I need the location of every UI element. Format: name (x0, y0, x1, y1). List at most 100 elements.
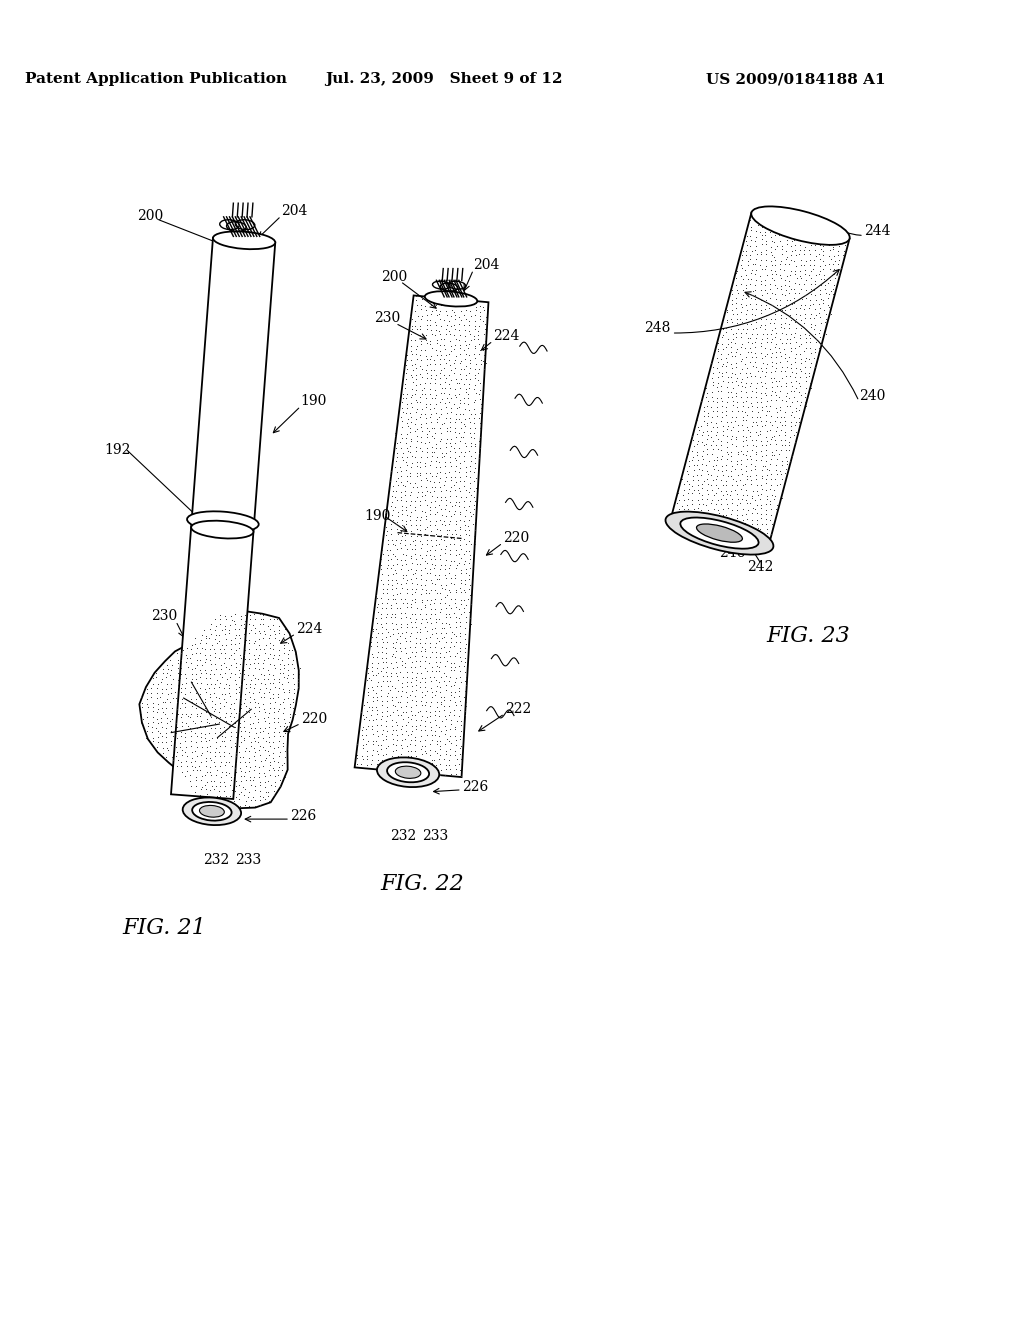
Point (690, 470, 707, 491)
Point (393, 424, 410, 445)
Point (419, 706, 435, 727)
Point (773, 407, 790, 428)
Point (139, 693, 156, 714)
Point (777, 215, 794, 236)
Point (457, 550, 473, 572)
Point (422, 562, 438, 583)
Point (169, 717, 185, 738)
Text: 204: 204 (282, 205, 307, 218)
Point (374, 647, 390, 668)
Point (695, 405, 712, 426)
Point (792, 327, 808, 348)
Point (222, 726, 239, 747)
Point (825, 253, 842, 275)
Point (729, 280, 745, 301)
Point (428, 304, 444, 325)
Point (226, 664, 243, 685)
Point (213, 731, 229, 752)
Point (461, 495, 477, 516)
Point (401, 484, 418, 506)
Point (453, 759, 469, 780)
Point (237, 688, 253, 709)
Point (728, 383, 744, 404)
Point (394, 622, 411, 643)
Point (443, 315, 460, 337)
Point (798, 371, 814, 392)
Point (753, 483, 769, 504)
Point (428, 290, 444, 312)
Point (452, 519, 468, 540)
Point (457, 339, 473, 360)
Point (768, 454, 784, 475)
Point (442, 455, 459, 477)
Point (164, 747, 180, 768)
Point (463, 433, 479, 454)
Point (750, 360, 766, 381)
Point (421, 652, 437, 673)
Point (398, 397, 415, 418)
Point (158, 726, 174, 747)
Point (742, 425, 759, 446)
Point (403, 451, 420, 473)
Point (408, 632, 424, 653)
Point (708, 474, 724, 495)
Point (397, 524, 414, 545)
Point (803, 273, 819, 294)
Point (750, 401, 766, 422)
Point (749, 411, 765, 432)
Point (177, 751, 194, 772)
Point (441, 750, 458, 771)
Point (264, 664, 281, 685)
Point (209, 795, 225, 816)
Point (753, 528, 769, 549)
Point (727, 479, 743, 500)
Point (231, 758, 248, 779)
Point (237, 649, 253, 671)
Point (410, 553, 426, 574)
Point (433, 513, 450, 535)
Ellipse shape (193, 803, 231, 821)
Point (772, 400, 788, 421)
Point (763, 302, 779, 323)
Point (782, 354, 799, 375)
Point (449, 544, 465, 565)
Point (252, 678, 268, 700)
Point (437, 506, 454, 527)
Point (193, 630, 209, 651)
Point (822, 304, 839, 325)
Point (276, 741, 293, 762)
Point (778, 453, 795, 474)
Point (724, 346, 740, 367)
Point (796, 220, 812, 242)
Point (791, 400, 807, 421)
Point (199, 673, 215, 694)
Point (365, 686, 381, 708)
Point (231, 688, 248, 709)
Point (250, 708, 266, 729)
Point (399, 711, 416, 733)
Point (753, 508, 769, 529)
Point (785, 425, 802, 446)
Point (387, 719, 403, 741)
Point (212, 706, 228, 727)
Point (693, 391, 710, 412)
Point (255, 609, 271, 630)
Point (431, 451, 447, 473)
Point (437, 612, 454, 634)
Point (389, 572, 406, 593)
Point (438, 574, 455, 595)
Point (467, 335, 483, 356)
Point (412, 491, 428, 512)
Point (689, 455, 706, 477)
Point (231, 742, 248, 763)
Point (796, 298, 812, 319)
Point (174, 688, 190, 709)
Point (237, 684, 253, 705)
Point (231, 677, 248, 698)
Text: 200: 200 (137, 209, 163, 223)
Point (777, 253, 794, 275)
Point (730, 421, 746, 442)
Point (465, 513, 481, 535)
Point (441, 364, 458, 385)
Point (398, 388, 415, 409)
